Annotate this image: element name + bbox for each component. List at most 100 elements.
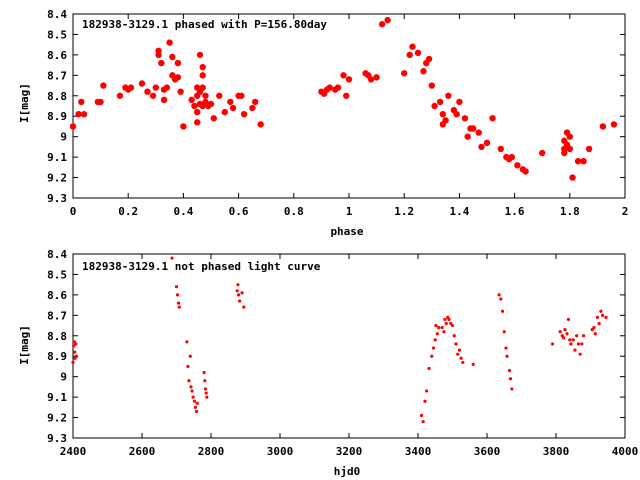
unphased-data-point: [450, 323, 455, 328]
unphased-plot: 182938-3129.1 not phased light curve hjd…: [18, 248, 638, 478]
phased-x-tick-label: 0.6: [229, 205, 249, 218]
unphased-data-point: [580, 342, 584, 346]
phased-data-point: [177, 88, 184, 95]
phased-data-point: [163, 84, 171, 91]
unphased-data-point: [72, 344, 76, 348]
phased-data-point: [580, 158, 587, 165]
phased-data-point: [174, 74, 182, 81]
unphased-data-point: [187, 379, 191, 383]
phased-data-point: [210, 115, 217, 122]
phased-data-point: [188, 96, 195, 104]
phased-data-point: [610, 121, 618, 128]
unphased-x-tick-label: 3600: [474, 445, 501, 458]
phased-data-point: [574, 158, 582, 165]
unphased-data-point: [500, 309, 505, 313]
unphased-data-point: [421, 420, 425, 424]
unphased-y-tick-label: 9.2: [47, 412, 67, 425]
unphased-x-tick-label: 2600: [129, 445, 156, 458]
unphased-y-tick-label: 9: [60, 371, 67, 384]
unphased-data-point: [194, 409, 199, 414]
unphased-data-point: [177, 305, 181, 309]
unphased-data-point: [459, 356, 463, 360]
phased-y-tick-label: 8.6: [47, 49, 67, 62]
phased-data-point: [216, 92, 223, 99]
phased-data-point: [180, 123, 187, 130]
phased-data-point: [428, 82, 435, 89]
phased-data-point: [539, 149, 546, 157]
phased-data-point: [489, 115, 496, 122]
unphased-data-point: [419, 413, 424, 418]
phased-x-tick-label: 0.4: [173, 205, 193, 218]
phased-data-point: [240, 110, 248, 118]
phased-data-point: [78, 98, 85, 106]
unphased-data-point: [192, 399, 197, 403]
unphased-data-point: [190, 389, 194, 393]
unphased-data-point: [550, 342, 555, 346]
phased-data-point: [138, 80, 146, 87]
unphased-x-tick-label: 4000: [612, 445, 639, 458]
unphased-data-point: [425, 389, 429, 393]
unphased-data-point: [443, 317, 447, 322]
unphased-data-point: [185, 340, 189, 344]
unphased-data-point: [452, 334, 456, 338]
unphased-data-point: [193, 405, 198, 409]
unphased-x-tick-label: 3000: [267, 445, 294, 458]
unphased-data-point: [510, 387, 514, 391]
phased-data-point: [508, 153, 516, 161]
phased-data-point: [456, 98, 463, 106]
unphased-y-tick-label: 8.5: [47, 268, 67, 281]
phased-data-point: [470, 125, 477, 132]
phased-y-tick-label: 9.1: [47, 151, 67, 164]
unphased-data-point: [170, 256, 174, 260]
unphased-data-point: [74, 354, 79, 358]
unphased-data-point: [174, 285, 179, 289]
phased-data-point: [401, 70, 408, 77]
phased-data-point: [343, 92, 350, 99]
unphased-x-tick-label: 3200: [336, 445, 363, 458]
unphased-data-point: [442, 330, 446, 334]
unphased-data-point: [202, 370, 206, 375]
phased-x-tick-label: 1.8: [560, 205, 580, 218]
phased-x-tick-label: 0.2: [118, 205, 138, 218]
phased-data-point: [442, 117, 449, 124]
phased-y-tick-label: 8.9: [47, 110, 67, 123]
phased-data-point: [69, 123, 77, 130]
phased-data-point: [599, 123, 607, 130]
unphased-data-point: [434, 323, 438, 328]
phased-x-tick-label: 2: [622, 205, 629, 218]
unphased-data-point: [497, 293, 501, 297]
unphased-plot-title: 182938-3129.1 not phased light curve: [82, 260, 321, 273]
unphased-data-point: [578, 352, 582, 356]
unphased-data-point: [599, 309, 603, 313]
phased-data-point: [425, 55, 433, 63]
unphased-data-point: [563, 328, 567, 332]
phased-data-point: [221, 108, 228, 116]
phased-data-point: [199, 72, 206, 79]
unphased-data-point: [507, 368, 512, 373]
unphased-data-point: [433, 338, 437, 342]
phased-data-point: [194, 108, 201, 116]
unphased-data-point: [561, 336, 566, 340]
unphased-data-point: [568, 338, 572, 342]
unphased-data-point: [569, 342, 573, 346]
phased-data-point: [80, 110, 88, 118]
unphased-data-point: [189, 385, 193, 389]
phased-data-point: [378, 21, 386, 28]
phased-data-point: [384, 16, 391, 24]
unphased-data-point: [573, 348, 577, 352]
unphased-data-point: [186, 364, 190, 369]
phased-y-tick-label: 8.7: [47, 69, 67, 82]
phased-data-point: [75, 110, 82, 118]
unphased-y-tick-label: 8.7: [47, 309, 67, 322]
unphased-data-point: [188, 354, 192, 358]
unphased-data-point: [600, 313, 605, 317]
unphased-data-point: [593, 332, 597, 336]
phased-x-tick-label: 1.2: [394, 205, 414, 218]
unphased-x-tick-label: 3400: [405, 445, 432, 458]
unphased-data-point: [204, 391, 208, 395]
phased-data-point: [169, 53, 176, 61]
unphased-data-point: [576, 342, 581, 346]
phased-data-point: [257, 121, 264, 128]
unphased-y-tick-label: 8.4: [47, 248, 67, 261]
unphased-data-point: [571, 338, 575, 342]
